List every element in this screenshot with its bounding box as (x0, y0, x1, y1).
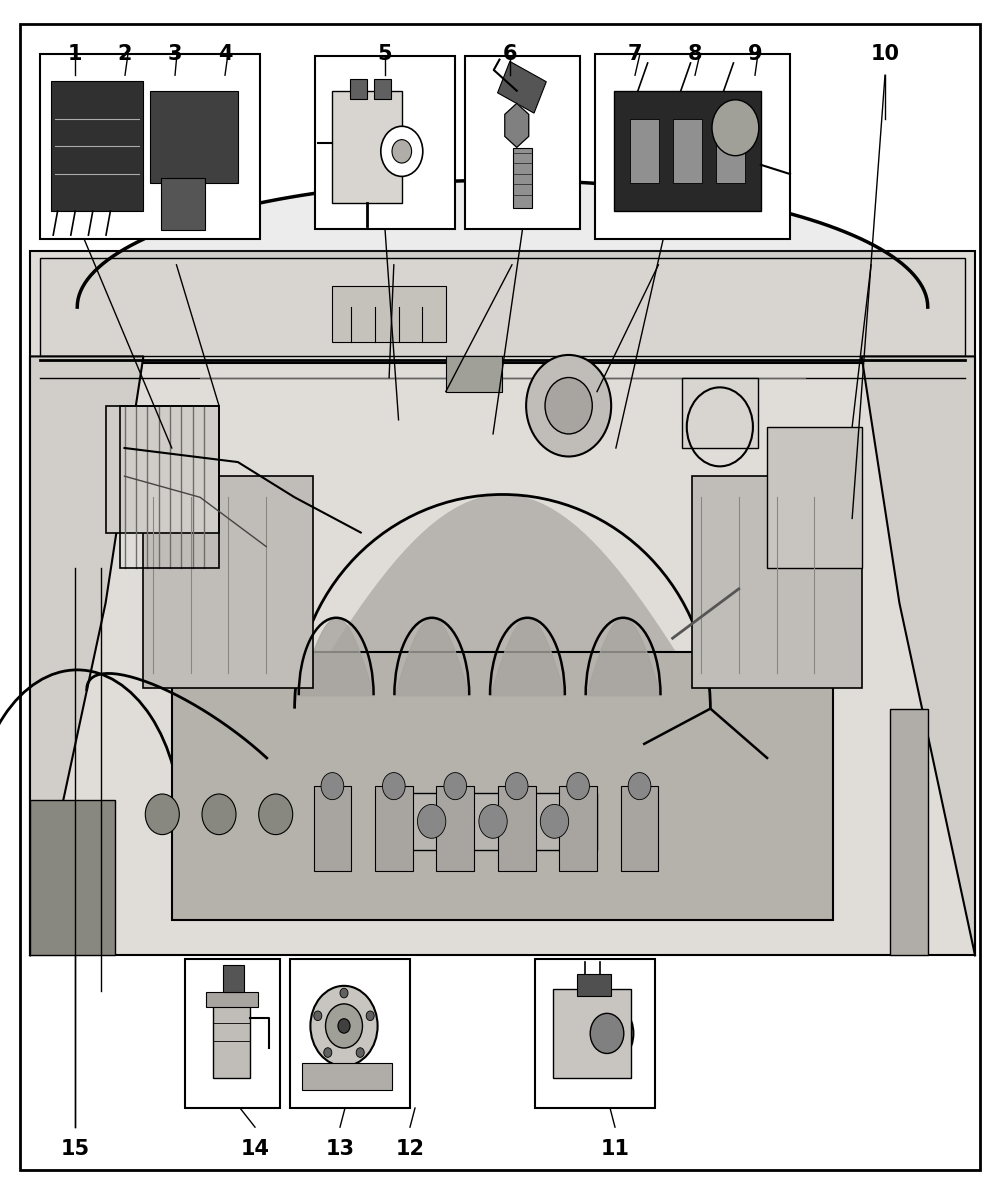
Bar (673, 118, 702, 183)
Circle shape (259, 794, 293, 835)
Text: 3: 3 (168, 44, 182, 63)
Circle shape (356, 1048, 364, 1058)
Circle shape (392, 140, 412, 164)
Text: 7: 7 (628, 44, 642, 63)
Circle shape (581, 1002, 633, 1065)
Bar (682, 377, 758, 448)
Circle shape (321, 773, 344, 800)
Text: 10: 10 (870, 44, 900, 63)
Circle shape (326, 1004, 362, 1048)
Circle shape (444, 773, 467, 800)
Bar (535, 959, 655, 1108)
Bar (374, 79, 391, 99)
Circle shape (324, 1048, 332, 1058)
Circle shape (202, 794, 236, 835)
Text: 15: 15 (60, 1139, 90, 1158)
Circle shape (526, 355, 611, 456)
Circle shape (505, 773, 528, 800)
Polygon shape (505, 104, 529, 147)
Text: 8: 8 (688, 44, 702, 63)
Bar (553, 989, 631, 1078)
Circle shape (310, 986, 378, 1066)
Bar (40, 54, 260, 239)
Bar (621, 786, 658, 870)
Bar (106, 406, 219, 533)
Bar (446, 357, 502, 392)
Text: 11: 11 (600, 1139, 630, 1158)
Circle shape (628, 773, 651, 800)
Bar (161, 178, 205, 229)
Text: 2: 2 (118, 44, 132, 63)
Bar (513, 148, 532, 209)
Bar (213, 996, 250, 1078)
Bar (332, 91, 402, 203)
Bar (314, 786, 351, 870)
Bar (315, 56, 455, 229)
Bar (614, 91, 761, 211)
Bar (120, 406, 219, 568)
Text: 1: 1 (68, 44, 82, 63)
Bar (350, 79, 367, 99)
Bar (375, 786, 413, 870)
Circle shape (545, 377, 592, 433)
Circle shape (340, 989, 348, 998)
Bar (465, 56, 580, 229)
Circle shape (366, 1011, 374, 1021)
Circle shape (314, 1011, 322, 1021)
Bar (290, 959, 410, 1108)
Bar (436, 786, 474, 870)
Bar (692, 476, 862, 688)
Bar (577, 974, 611, 996)
Bar (30, 800, 115, 955)
Text: 6: 6 (503, 44, 517, 63)
Bar (206, 991, 258, 1007)
Circle shape (382, 773, 405, 800)
Bar (30, 251, 975, 955)
Bar (302, 1063, 392, 1090)
Bar (150, 91, 238, 183)
Bar (559, 786, 597, 870)
Polygon shape (30, 356, 143, 955)
Circle shape (712, 100, 759, 155)
Circle shape (145, 794, 179, 835)
Bar (630, 118, 659, 183)
Text: 12: 12 (396, 1139, 424, 1158)
Bar (595, 54, 790, 239)
Circle shape (417, 805, 446, 838)
Polygon shape (862, 356, 975, 955)
Text: 5: 5 (378, 44, 392, 63)
Bar (767, 427, 862, 568)
Bar (223, 965, 244, 991)
Bar (332, 285, 446, 343)
Circle shape (590, 1014, 624, 1053)
Circle shape (479, 805, 507, 838)
Circle shape (567, 773, 589, 800)
Circle shape (338, 1018, 350, 1033)
Bar (716, 118, 745, 183)
Circle shape (381, 127, 423, 177)
Text: 4: 4 (218, 44, 232, 63)
Bar (40, 258, 965, 356)
Bar (498, 786, 536, 870)
Bar (143, 476, 313, 688)
Bar (498, 61, 546, 113)
Bar (408, 793, 597, 850)
Bar (890, 709, 928, 955)
Bar (185, 959, 280, 1108)
Bar (51, 81, 143, 211)
Text: 9: 9 (748, 44, 762, 63)
Circle shape (540, 805, 569, 838)
Text: 14: 14 (240, 1139, 270, 1158)
Bar (172, 652, 833, 919)
Text: 13: 13 (326, 1139, 354, 1158)
